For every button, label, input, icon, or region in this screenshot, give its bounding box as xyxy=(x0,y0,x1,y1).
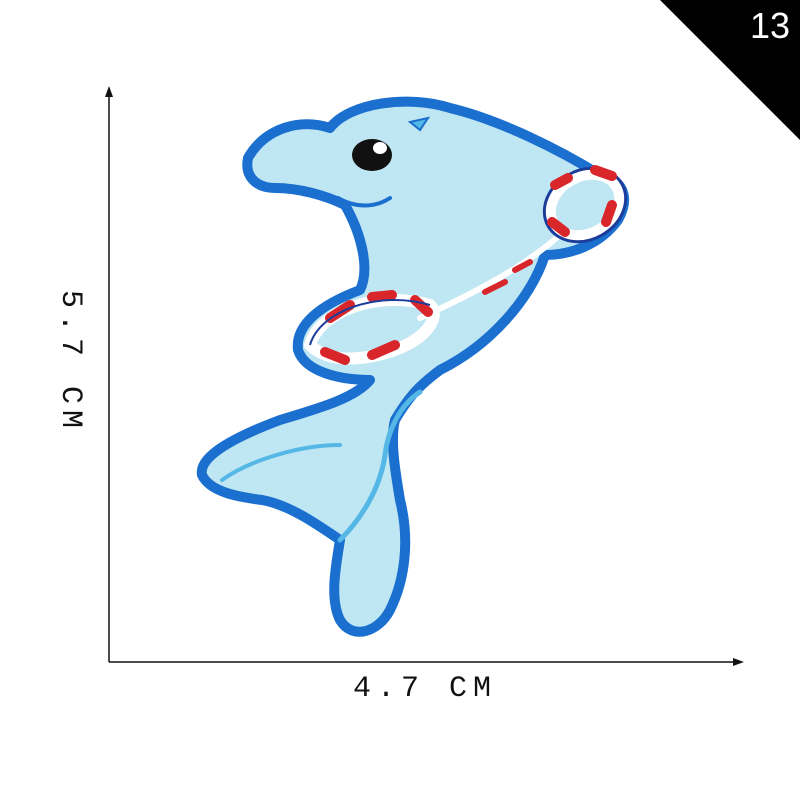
badge-triangle xyxy=(660,0,800,140)
horizontal-arrowhead xyxy=(733,658,744,666)
number-badge: 13 xyxy=(660,0,800,140)
width-label: 4.7 CM xyxy=(352,672,498,706)
dorsal-mark xyxy=(407,116,431,132)
vertical-arrowhead xyxy=(105,86,113,97)
ring-string-red xyxy=(482,259,533,295)
swim-ring-left xyxy=(304,290,440,365)
dolphin-mouth xyxy=(336,196,392,208)
dolphin-eye xyxy=(352,139,392,171)
tail-inner-stitch xyxy=(220,443,342,482)
eye-highlight xyxy=(373,142,387,154)
badge-number: 13 xyxy=(749,5,790,46)
dolphin-inner-stitch xyxy=(337,389,423,543)
swim-ring-right xyxy=(542,165,628,244)
